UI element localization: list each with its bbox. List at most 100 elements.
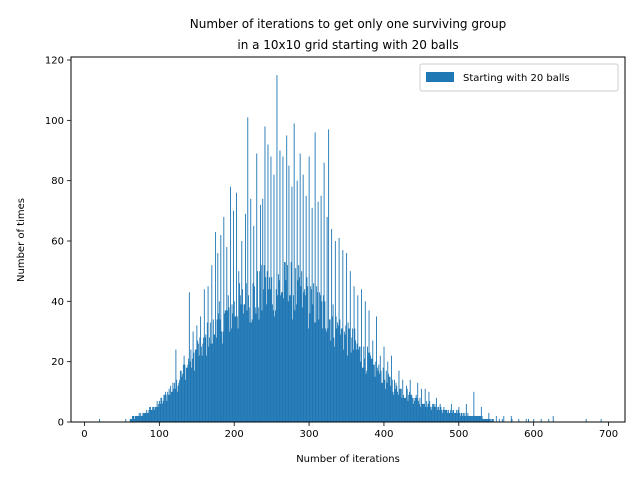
histogram-bar — [394, 388, 396, 422]
histogram-bar — [230, 186, 231, 422]
histogram-bar — [169, 394, 171, 422]
histogram-bar — [374, 376, 376, 422]
histogram-bar — [240, 304, 242, 422]
histogram-bar — [285, 280, 287, 422]
y-axis-ticks: 0 20 40 60 80 100 120 — [45, 56, 71, 429]
legend-label: Starting with 20 balls — [463, 73, 570, 84]
histogram-bar — [286, 265, 288, 422]
histogram-bar — [191, 367, 193, 422]
histogram-bar — [391, 379, 393, 422]
histogram-bar — [403, 394, 404, 422]
histogram-bar — [279, 150, 281, 422]
histogram-bar — [253, 225, 255, 422]
histogram-bar — [474, 415, 476, 422]
histogram-bar — [149, 406, 151, 422]
histogram-bar — [552, 415, 554, 422]
histogram-bar — [441, 412, 443, 422]
histogram-bar — [585, 418, 587, 422]
histogram-bar — [278, 274, 279, 422]
histogram-bar — [324, 301, 326, 422]
histogram-bar — [459, 415, 461, 422]
histogram-bar — [425, 406, 427, 422]
histogram-bar — [269, 277, 270, 422]
x-axis-ticks: 0 100 200 300 400 500 600 700 — [81, 422, 618, 440]
histogram-bar — [352, 349, 354, 422]
histogram-bar — [358, 349, 360, 422]
histogram-bar — [179, 370, 181, 422]
histogram-bar — [379, 373, 380, 422]
histogram-bar — [480, 415, 482, 422]
y-axis-label: Number of times — [16, 198, 27, 282]
histogram-bar — [302, 174, 304, 422]
histogram-bar — [495, 415, 497, 422]
histogram-bar — [230, 328, 232, 422]
histogram-bar — [386, 382, 388, 422]
histogram-bar — [489, 418, 491, 422]
histogram-bar — [220, 234, 222, 422]
histogram-bar — [476, 415, 478, 422]
histogram-bar — [235, 316, 237, 422]
histogram-bar — [165, 394, 167, 422]
histogram-bar — [397, 394, 399, 422]
histogram-bar — [486, 418, 488, 422]
histogram-bar — [438, 406, 440, 422]
histogram-bar — [215, 337, 217, 422]
histogram-bar — [361, 367, 363, 422]
histogram-bar — [474, 415, 476, 422]
histogram-bar — [360, 361, 362, 422]
histogram-bar — [215, 231, 217, 422]
histogram-bar — [409, 379, 411, 422]
histogram-bar — [133, 415, 135, 422]
histogram-bar — [405, 397, 407, 422]
histogram-bar — [430, 409, 432, 422]
histogram-bar — [99, 418, 100, 422]
histogram-bar — [228, 307, 230, 422]
histogram-bar — [309, 313, 311, 422]
histogram-bar — [407, 400, 409, 422]
histogram-bar — [470, 415, 472, 422]
histogram-bar — [241, 241, 243, 422]
histogram-bar — [441, 409, 443, 422]
histogram-bar — [176, 391, 178, 422]
histogram-bar — [343, 349, 345, 422]
histogram-bar — [390, 385, 392, 422]
histogram-bar — [429, 406, 431, 422]
histogram-bar — [266, 304, 267, 422]
histogram-bar — [449, 412, 451, 422]
histogram-bar — [238, 271, 240, 422]
histogram-bar — [434, 403, 436, 422]
histogram-bar — [260, 204, 261, 422]
histogram-bar — [178, 382, 180, 422]
histogram-bar — [440, 406, 442, 422]
histogram-bar — [164, 394, 166, 422]
histogram-bar — [392, 391, 394, 422]
histogram-bar — [444, 409, 446, 422]
histogram-bar — [439, 403, 441, 422]
histogram-bar — [331, 316, 333, 422]
histogram-bar — [224, 313, 225, 422]
histogram-bar — [424, 388, 426, 422]
histogram-bar — [385, 388, 386, 422]
histogram-bar — [410, 394, 412, 422]
histogram-bar — [341, 328, 343, 422]
histogram-bar — [167, 394, 169, 422]
histogram-bar — [329, 319, 331, 422]
histogram-bar — [400, 388, 402, 422]
histogram-bar — [189, 361, 191, 422]
histogram-bar — [326, 216, 328, 422]
histogram-bar — [283, 298, 285, 422]
histogram-bar — [261, 310, 263, 422]
histogram-bar — [203, 289, 205, 422]
histogram-bar — [478, 415, 480, 422]
histogram-bar — [195, 349, 197, 422]
histogram-bar — [379, 355, 381, 422]
histogram-bar — [151, 409, 153, 422]
histogram-bar — [336, 328, 338, 422]
histogram-bar — [168, 388, 170, 422]
histogram-bar — [288, 165, 290, 422]
histogram-bar — [160, 397, 162, 422]
histogram-bar — [161, 397, 163, 422]
histogram-bar — [135, 415, 137, 422]
histogram-bar — [350, 352, 352, 422]
histogram-bar — [418, 400, 419, 422]
